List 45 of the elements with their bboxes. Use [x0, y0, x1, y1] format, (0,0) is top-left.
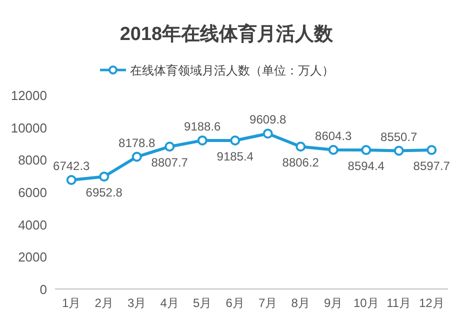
y-tick-label: 12000: [10, 88, 47, 103]
point: [66, 175, 76, 185]
data-label: 6742.3: [53, 159, 90, 173]
y-tick-label: 8000: [18, 152, 47, 168]
data-label: 9609.8: [250, 112, 287, 127]
point: [230, 136, 240, 146]
data-label: 9188.6: [184, 119, 222, 134]
data-label: 8597.7: [413, 159, 450, 174]
point: [164, 142, 175, 152]
point: [132, 152, 142, 162]
y-tick-label: 2000: [18, 250, 47, 265]
legend-label: 在线体育领域月活人数（单位：万人）: [130, 64, 334, 78]
point: [361, 145, 372, 156]
y-tick-label: 6000: [18, 185, 47, 200]
data-label: 9185.4: [216, 150, 254, 164]
point: [328, 144, 338, 155]
x-tick-label: 5月: [193, 296, 212, 310]
x-tick-label: 10月: [353, 296, 379, 310]
data-label: 8178.8: [118, 136, 156, 150]
x-tick-label: 2月: [94, 296, 114, 310]
x-tick-label: 1月: [62, 296, 81, 310]
chart-title: 2018年在线体育月活人数: [120, 23, 334, 45]
y-tick-label: 10000: [10, 120, 47, 136]
x-tick-label: 7月: [258, 296, 278, 310]
x-tick-label: 4月: [160, 296, 179, 310]
data-label: 8604.3: [315, 128, 352, 143]
data-label: 8550.7: [380, 130, 418, 144]
x-tick-label: 12月: [418, 296, 444, 310]
point: [394, 146, 404, 156]
data-label: 8594.4: [348, 159, 385, 174]
y-tick-label: 4000: [18, 217, 47, 232]
x-tick-label: 6月: [226, 296, 244, 310]
point: [296, 142, 306, 152]
x-tick-label: 11月: [386, 296, 412, 310]
point: [197, 135, 208, 146]
x-tick-label: 9月: [324, 296, 343, 310]
point: [262, 128, 273, 139]
x-tick-label: 3月: [128, 296, 146, 310]
y-tick-label: 0: [40, 282, 47, 297]
point: [99, 172, 110, 182]
data-label: 6952.8: [86, 186, 123, 200]
data-label: 8807.7: [151, 156, 188, 170]
data-label: 8806.2: [282, 156, 320, 170]
x-tick-label: 8月: [291, 296, 310, 310]
point: [426, 145, 437, 156]
